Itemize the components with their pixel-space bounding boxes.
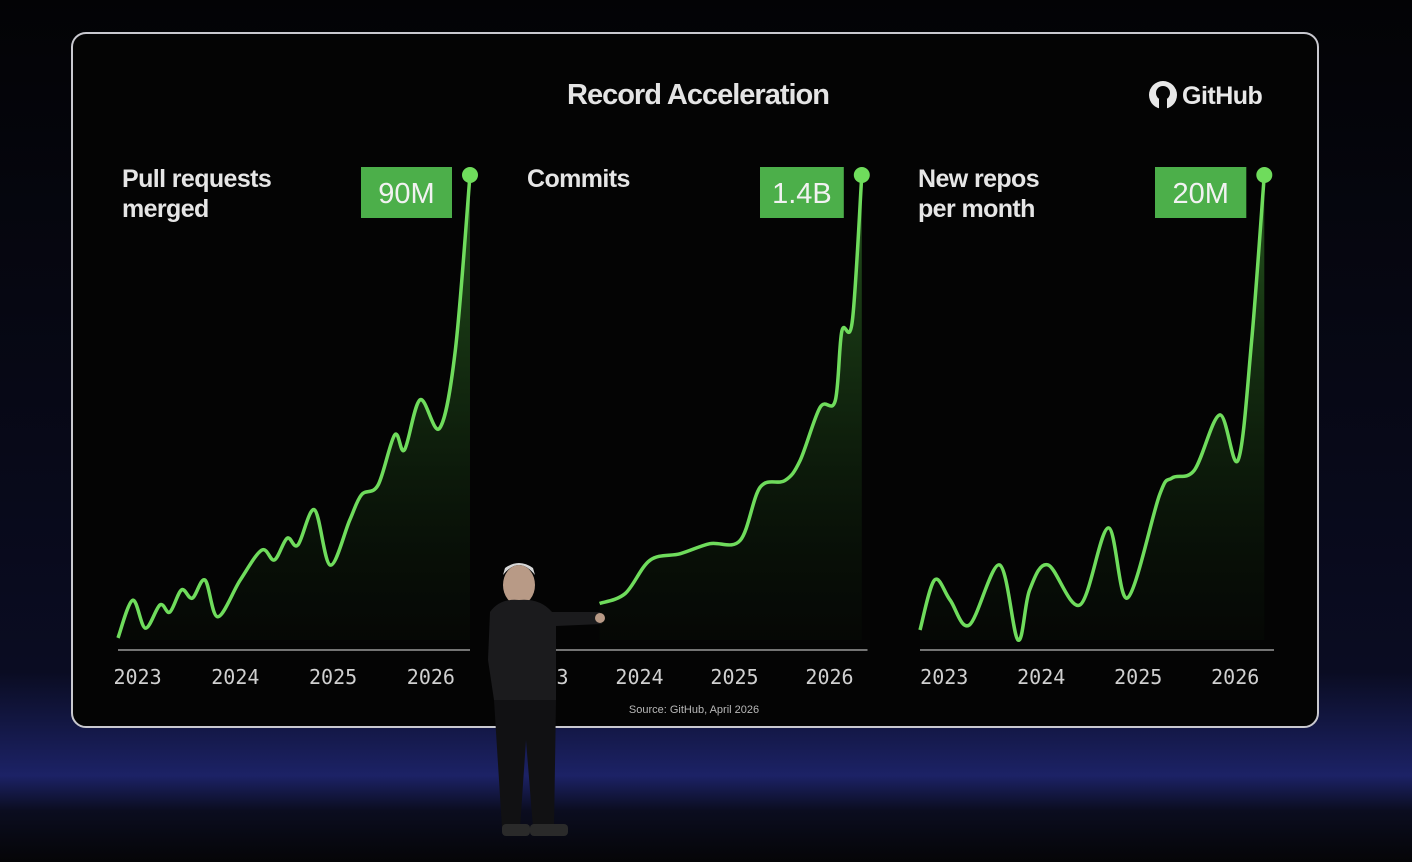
chart-title: New repos (918, 165, 1039, 193)
x-tick-label: 2024 (211, 665, 259, 689)
chart-title: per month (918, 195, 1035, 223)
github-logo: GitHub (1149, 81, 1263, 110)
area (599, 175, 862, 640)
line (116, 174, 472, 639)
presenter (488, 563, 605, 836)
x-tick-label: 2025 (710, 665, 758, 689)
value-label-box (361, 167, 452, 218)
x-tick-label: 2025 (1114, 665, 1162, 689)
value-label-box (760, 167, 844, 218)
source: Source: GitHub, April 2026 (629, 704, 759, 716)
chart-title: Commits (527, 165, 630, 193)
x-tick-label: 2026 (805, 665, 853, 689)
area (118, 175, 470, 640)
value-label-box (1155, 167, 1247, 218)
end-point (853, 167, 870, 183)
x-tick-label: 2024 (1017, 665, 1065, 689)
line (598, 174, 864, 606)
line (918, 174, 1267, 642)
x-tick-label: 2023 (920, 665, 968, 689)
x-tick-label: 2023 (113, 665, 161, 689)
end-point (462, 167, 478, 183)
value-label: 90M (378, 178, 434, 210)
end-point (1256, 167, 1273, 183)
chart-title: Pull requests (122, 165, 271, 193)
x-tick-label: 2026 (407, 665, 455, 689)
value-label: 1.4B (772, 178, 832, 210)
x-tick-label: 2025 (309, 665, 357, 689)
title: Record Acceleration (567, 79, 829, 111)
x-tick-label: 2024 (615, 665, 663, 689)
chart-title: merged (122, 195, 209, 223)
x-tick-label: 2026 (1211, 665, 1259, 689)
area (920, 175, 1265, 641)
brand: GitHub (1182, 82, 1263, 110)
value-label: 20M (1172, 178, 1228, 210)
